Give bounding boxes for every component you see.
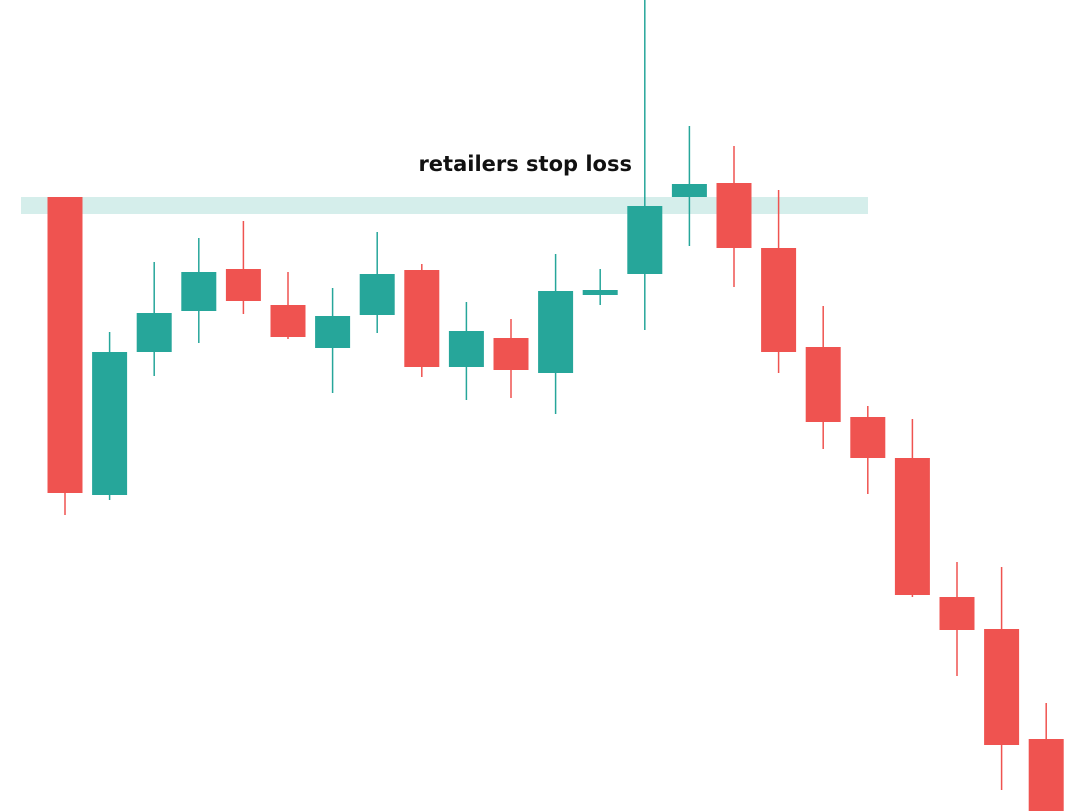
candle-body	[270, 305, 306, 337]
candle-body	[984, 629, 1020, 745]
candle-body	[939, 597, 975, 630]
candle-body	[850, 417, 886, 458]
candle-body	[582, 290, 618, 295]
candle-body	[315, 316, 351, 348]
candle-body	[47, 197, 83, 493]
candle-body	[761, 248, 797, 352]
candle-body	[805, 347, 841, 422]
candle-body	[538, 291, 574, 373]
candle-body	[404, 270, 440, 367]
candle-body	[671, 184, 707, 197]
candle-body	[1028, 739, 1064, 811]
candle-body	[493, 338, 529, 370]
candle-body	[181, 272, 217, 311]
annotation: retailers stop loss	[418, 152, 632, 176]
candle-body	[92, 352, 128, 495]
candle-body	[627, 206, 663, 274]
candle-body	[225, 269, 261, 301]
candle-body	[716, 183, 752, 248]
candle-body	[136, 313, 172, 352]
candle-body	[894, 458, 930, 595]
candle-body	[359, 274, 395, 315]
candle-body	[448, 331, 484, 367]
